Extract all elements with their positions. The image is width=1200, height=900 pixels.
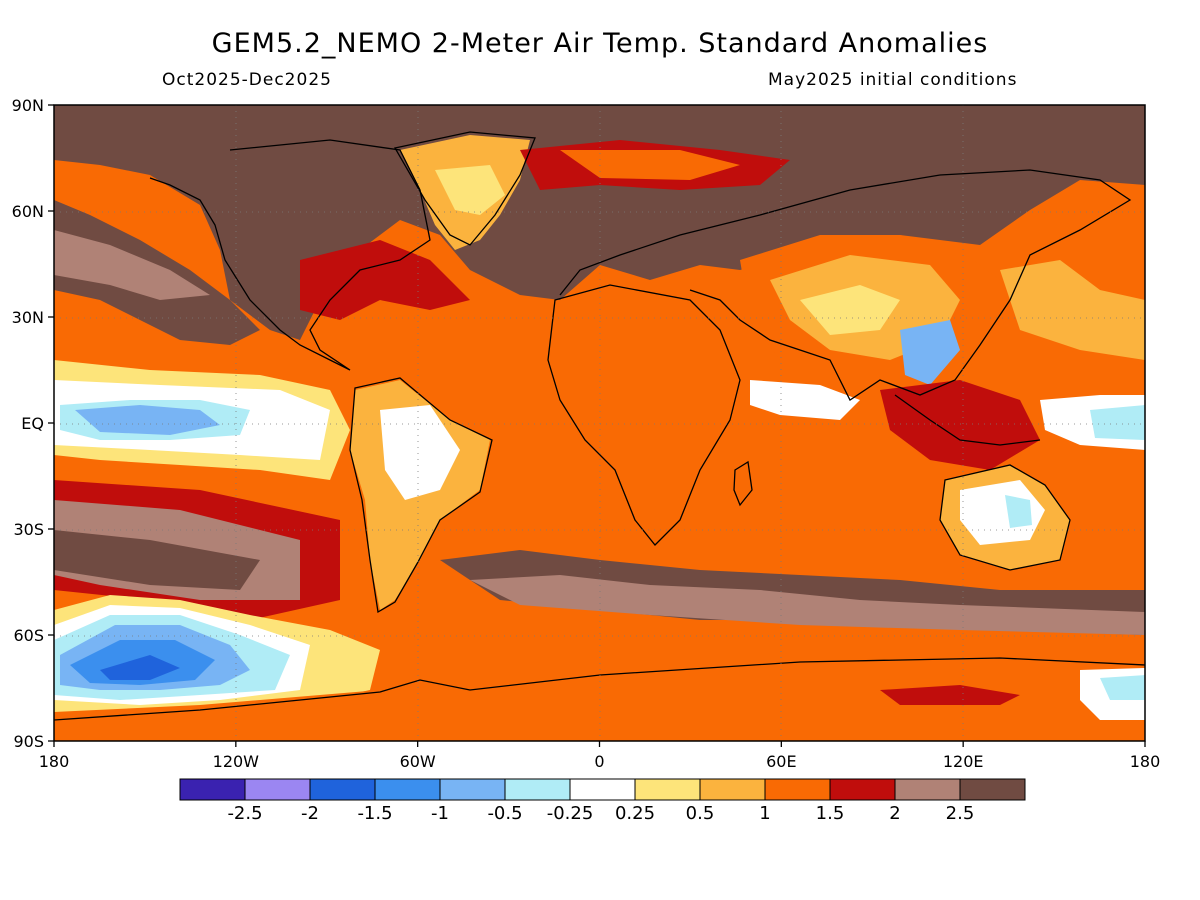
lon-tick-label: 60E: [766, 752, 796, 771]
colorbar-swatch: [309, 778, 376, 801]
coastline-greenland: [393, 131, 536, 246]
colorbar-label: 2: [889, 803, 900, 824]
colorbar-label: -0.25: [547, 803, 594, 824]
colorbar-label: 1.5: [816, 803, 845, 824]
region-australia-cool: [1005, 495, 1032, 528]
lon-tick-label: 180: [1130, 752, 1161, 771]
lon-tick-label: 120E: [943, 752, 984, 771]
region-southern-ocean-mid: [470, 575, 1145, 635]
region-amazon-white: [380, 405, 460, 500]
coastline-north-america: [149, 139, 431, 371]
colorbar-swatch: [829, 778, 896, 801]
colorbar-label: -1.5: [357, 803, 392, 824]
region-southern-ocean-darkest: [100, 655, 180, 680]
lat-tick-label: 60S: [13, 626, 44, 645]
region-antarctica: [54, 660, 1145, 741]
lat-tick-label: 60N: [12, 202, 44, 221]
coastline-australia: [939, 464, 1071, 571]
colorbar-swatch: [179, 778, 246, 801]
region-western-pacific-blue: [1090, 405, 1145, 440]
coastline-africa: [547, 284, 741, 546]
colorbar-swatch: [569, 778, 636, 801]
region-south-pacific-warm: [54, 530, 260, 590]
region-east-antarctica-red: [880, 685, 1020, 705]
map-field: [54, 105, 1145, 741]
colorbar-label: -2.5: [227, 803, 262, 824]
colorbar-swatch: [764, 778, 831, 801]
region-north-atlantic-red: [300, 240, 470, 320]
map-title: GEM5.2_NEMO 2-Meter Air Temp. Standard A…: [211, 28, 989, 59]
colorbar-label: 1: [759, 803, 770, 824]
colorbar-swatch: [634, 778, 701, 801]
coastline-eurasia: [559, 169, 1132, 401]
colorbar-label: 2.5: [946, 803, 975, 824]
lat-tick-label: 90S: [13, 732, 44, 751]
graticule: [54, 105, 1145, 741]
coastline-antarctica: [54, 657, 1145, 721]
region-maritime-continent: [880, 380, 1040, 470]
region-northwest-pacific: [1000, 260, 1145, 360]
lat-tick-label: 90N: [12, 96, 44, 115]
region-eastern-pacific-blue: [75, 405, 220, 435]
lat-tick-label: EQ: [21, 414, 44, 433]
colorbar: -2.5 -2 -1.5 -1 -0.5 -0.25 0.25 0.5 1 1.5 2 2.5: [179, 778, 1026, 824]
region-southeast-asia-cool: [900, 320, 960, 385]
lon-tick-label: 180: [39, 752, 70, 771]
region-tibet-yellow: [800, 285, 900, 335]
initial-conditions-label: May2025 initial conditions: [768, 70, 1018, 90]
region-ross-sea-cool: [1100, 675, 1145, 700]
lon-tick-label: 0: [594, 752, 604, 771]
colorbar-swatch: [504, 778, 571, 801]
lon-tick-label: 60W: [400, 752, 436, 771]
region-greenland-inner: [435, 165, 505, 215]
region-north-pacific-mid: [54, 230, 210, 300]
coastlines: [54, 131, 1145, 721]
coastline-indonesia: [894, 394, 1041, 446]
colorbar-label: 0.5: [686, 803, 715, 824]
colorbar-swatch: [959, 778, 1026, 801]
colorbar-swatch: [894, 778, 961, 801]
colorbar-swatch: [374, 778, 441, 801]
lon-tick-label: 120W: [213, 752, 260, 771]
valid-period-label: Oct2025-Dec2025: [162, 70, 332, 90]
lat-tick-label: 30S: [13, 520, 44, 539]
colorbar-swatch: [699, 778, 766, 801]
colorbar-swatch: [439, 778, 506, 801]
colorbar-label: -1: [431, 803, 449, 824]
coastline-madagascar: [733, 460, 753, 507]
colorbar-label: -2: [301, 803, 319, 824]
region-australia-white: [960, 480, 1045, 545]
region-barents-orange: [560, 150, 740, 180]
colorbar-label: -0.5: [487, 803, 522, 824]
lat-tick-label: 30N: [12, 308, 44, 327]
region-indian-ocean-white: [750, 380, 860, 420]
colorbar-label: 0.25: [615, 803, 655, 824]
colorbar-swatch: [244, 778, 311, 801]
